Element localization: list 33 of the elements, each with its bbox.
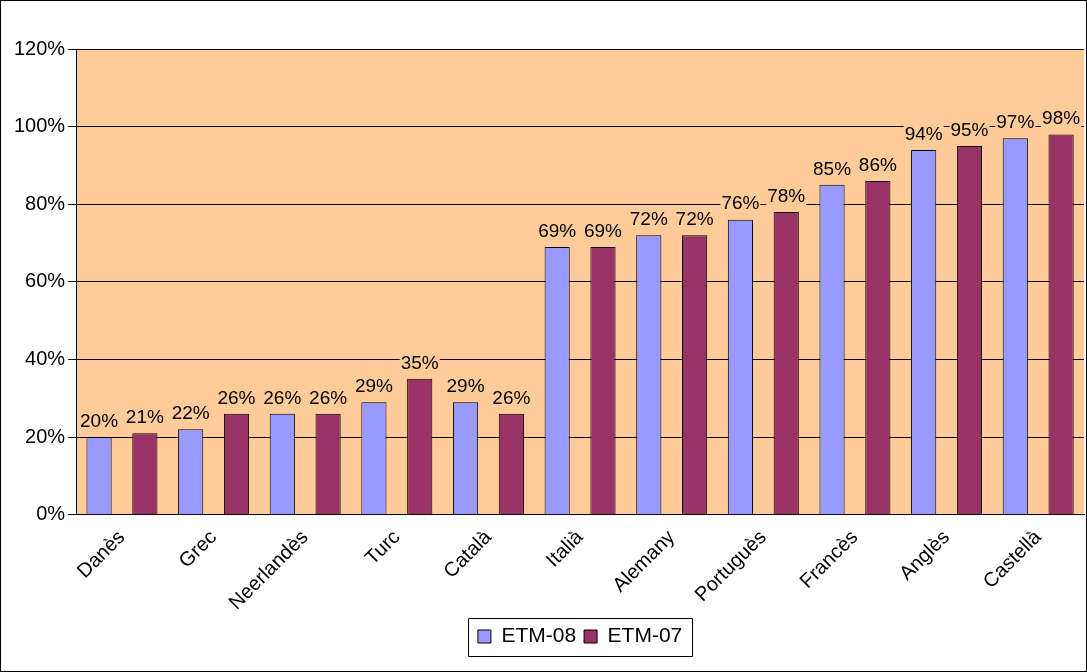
- data-label: 85%: [813, 157, 852, 179]
- x-tick-label: Turc: [360, 525, 404, 569]
- data-label: 26%: [309, 386, 348, 408]
- data-label: 98%: [1042, 107, 1081, 129]
- data-label: 72%: [675, 208, 714, 230]
- data-label: 22%: [171, 402, 210, 424]
- data-label: 97%: [996, 110, 1035, 132]
- y-tick-label: 80%: [25, 191, 66, 214]
- data-label: 21%: [125, 405, 164, 427]
- data-label: 26%: [492, 386, 531, 408]
- data-label: 26%: [217, 386, 256, 408]
- data-label: 78%: [767, 184, 806, 206]
- y-tick-label: 40%: [25, 346, 66, 369]
- y-tick-label: 120%: [14, 36, 66, 59]
- legend-label: ETM-07: [607, 623, 683, 647]
- data-label: 26%: [263, 386, 302, 408]
- data-label: 35%: [400, 351, 439, 373]
- data-label: 94%: [904, 122, 943, 144]
- x-tick-label: Grec: [174, 525, 221, 572]
- y-tick-label: 0%: [36, 502, 66, 525]
- data-label: 29%: [446, 374, 485, 396]
- data-label: 86%: [858, 153, 897, 175]
- legend-label: ETM-08: [501, 623, 577, 647]
- data-label: 95%: [950, 118, 989, 140]
- y-tick-label: 100%: [14, 114, 66, 137]
- y-tick-label: 60%: [25, 269, 66, 292]
- data-label: 69%: [583, 219, 623, 241]
- data-label: 29%: [354, 374, 394, 396]
- data-label: 20%: [80, 409, 119, 431]
- y-tick-label: 20%: [25, 424, 66, 447]
- data-label: 72%: [629, 208, 668, 230]
- data-label: 69%: [538, 219, 577, 241]
- data-label: 76%: [721, 192, 760, 214]
